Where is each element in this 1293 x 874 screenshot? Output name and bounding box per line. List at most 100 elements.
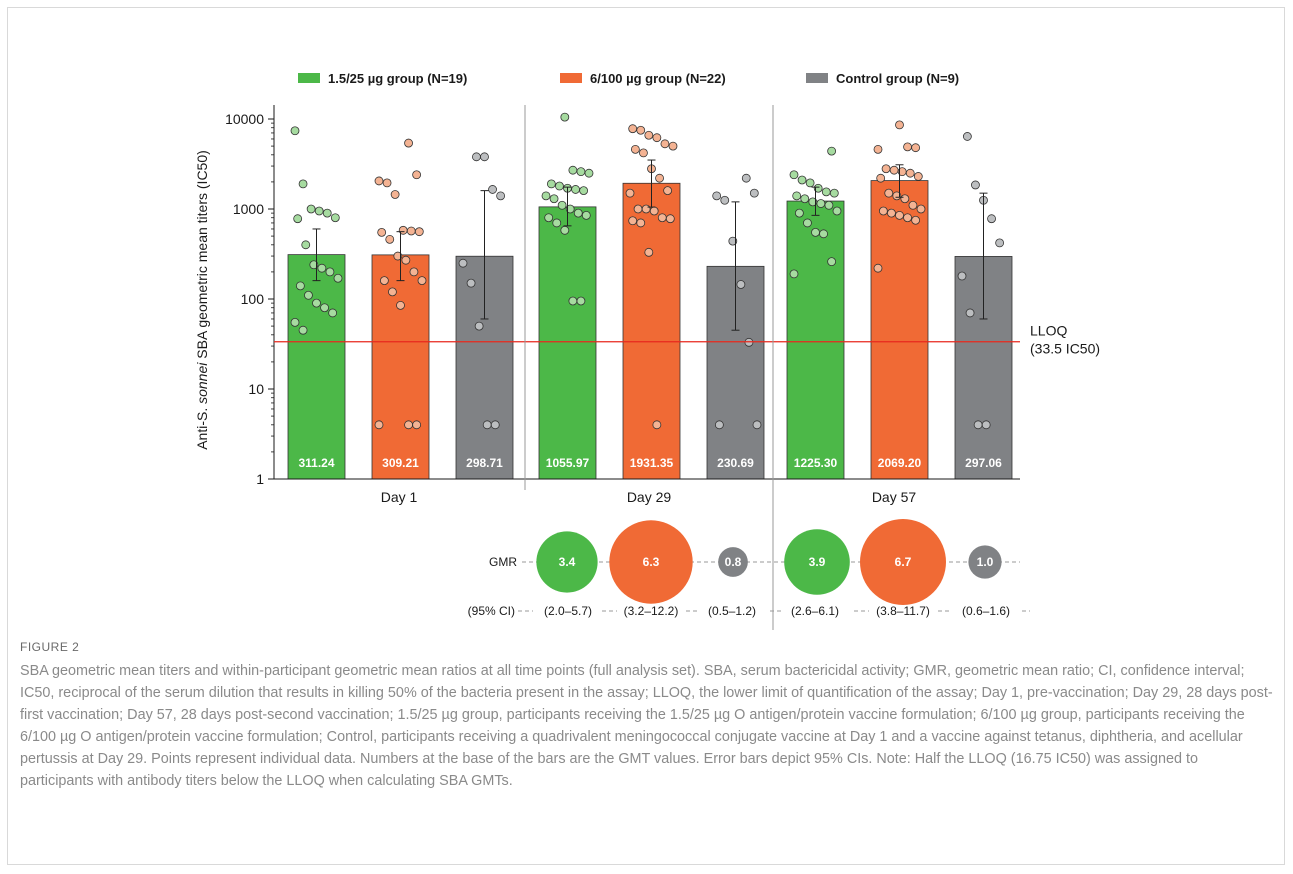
data-point [480,152,489,162]
gmt-label-1-3: 1225.30 [794,456,838,470]
data-point [377,227,387,237]
data-point [555,181,564,191]
data-point [576,167,586,177]
data-point [541,191,551,201]
data-point [741,173,751,183]
bar-2-2 [622,182,681,480]
data-point [876,173,886,183]
data-point [636,125,646,135]
data-point [895,210,904,220]
data-point [633,204,643,214]
data-point [971,180,980,190]
data-point [794,208,804,218]
legend-swatch-1 [298,73,320,83]
data-point [873,263,883,273]
data-point [962,132,972,141]
gmr-value-2-1: 3.9 [809,555,826,569]
data-point [878,206,888,216]
gmr-ci-2-3: (0.6–1.6) [962,604,1010,618]
data-point [309,260,319,270]
data-point [330,213,340,223]
data-point [827,146,837,156]
data-point [819,229,828,239]
bar-1-3 [786,200,845,480]
data-point [663,186,673,196]
data-point [546,179,556,189]
y-axis: 1 10 100 1000 10000 Anti-S. sonnei SBA geomet… [194,105,275,487]
gmr-bubble-1-2 [609,520,693,604]
data-point [905,168,915,178]
data-point [393,251,403,261]
data-point [987,214,996,224]
data-point [472,152,481,162]
gmr-row-label: GMR [489,555,517,569]
data-point [568,296,578,306]
data-point [816,199,826,208]
data-point [584,168,594,178]
gmr-value-2-3: 1.0 [977,555,994,569]
data-point [295,281,305,291]
data-point [957,271,967,281]
data-point [414,227,424,237]
data-point [829,188,839,198]
data-point [298,325,308,335]
gmr-ci-bg [699,599,767,617]
data-point [560,225,570,235]
data-point [490,420,500,430]
data-point [800,194,810,204]
data-point [644,247,654,257]
lloq-label: LLOQ [1030,323,1067,339]
data-point [824,200,834,210]
data-point [557,200,567,210]
gmr-ci-bg [533,599,601,617]
data-point [652,420,662,430]
data-point [552,218,562,228]
data-point [884,188,894,198]
data-point [981,420,991,430]
gmr-ci-1-1: (2.0–5.7) [544,604,592,618]
data-point [749,188,759,198]
figure-caption-text: SBA geometric mean titers and within-par… [20,663,1273,789]
x-category-label-1: Day 1 [381,489,418,505]
data-point [789,269,799,279]
data-point [973,420,983,430]
data-point [903,213,912,223]
data-point [581,210,591,220]
error-bars-layer [312,159,988,331]
sba-gmt-chart: 1.5/25 µg group (N=19) 6/100 µg group (N=… [194,71,1100,630]
gmr-bubble-2-2 [860,519,946,605]
data-point [544,213,554,223]
data-point [668,141,678,151]
data-point [908,200,918,210]
data-point [628,216,638,226]
data-point [827,257,837,267]
data-point [304,290,313,300]
bar-2-3 [870,180,929,480]
data-point [571,185,580,194]
data-point [406,226,416,236]
data-point [811,227,820,237]
data-point [549,194,559,204]
data-point [792,191,802,201]
data-point [714,420,724,430]
data-point [805,178,815,188]
x-axis: Day 1 Day 29 Day 57 [274,105,1020,630]
data-point [320,303,329,313]
legend-swatch-2 [560,73,582,83]
data-point [579,186,589,196]
data-point [655,173,664,183]
data-point [404,420,413,430]
gmr-bubble-1-1 [536,531,598,593]
data-point [728,236,738,246]
gmr-value-1-2: 6.3 [643,555,660,569]
gmr-bubble-1-3 [718,547,748,577]
data-point [652,133,662,143]
gmr-ci-bg [869,599,937,617]
data-point [789,170,799,180]
gmt-label-1-1: 311.24 [298,456,334,470]
data-point [412,420,422,430]
x-category-label-3: Day 57 [872,489,917,505]
data-point [903,142,912,152]
data-point [404,138,413,148]
gmr-ci-1-3: (0.5–1.2) [708,604,756,618]
